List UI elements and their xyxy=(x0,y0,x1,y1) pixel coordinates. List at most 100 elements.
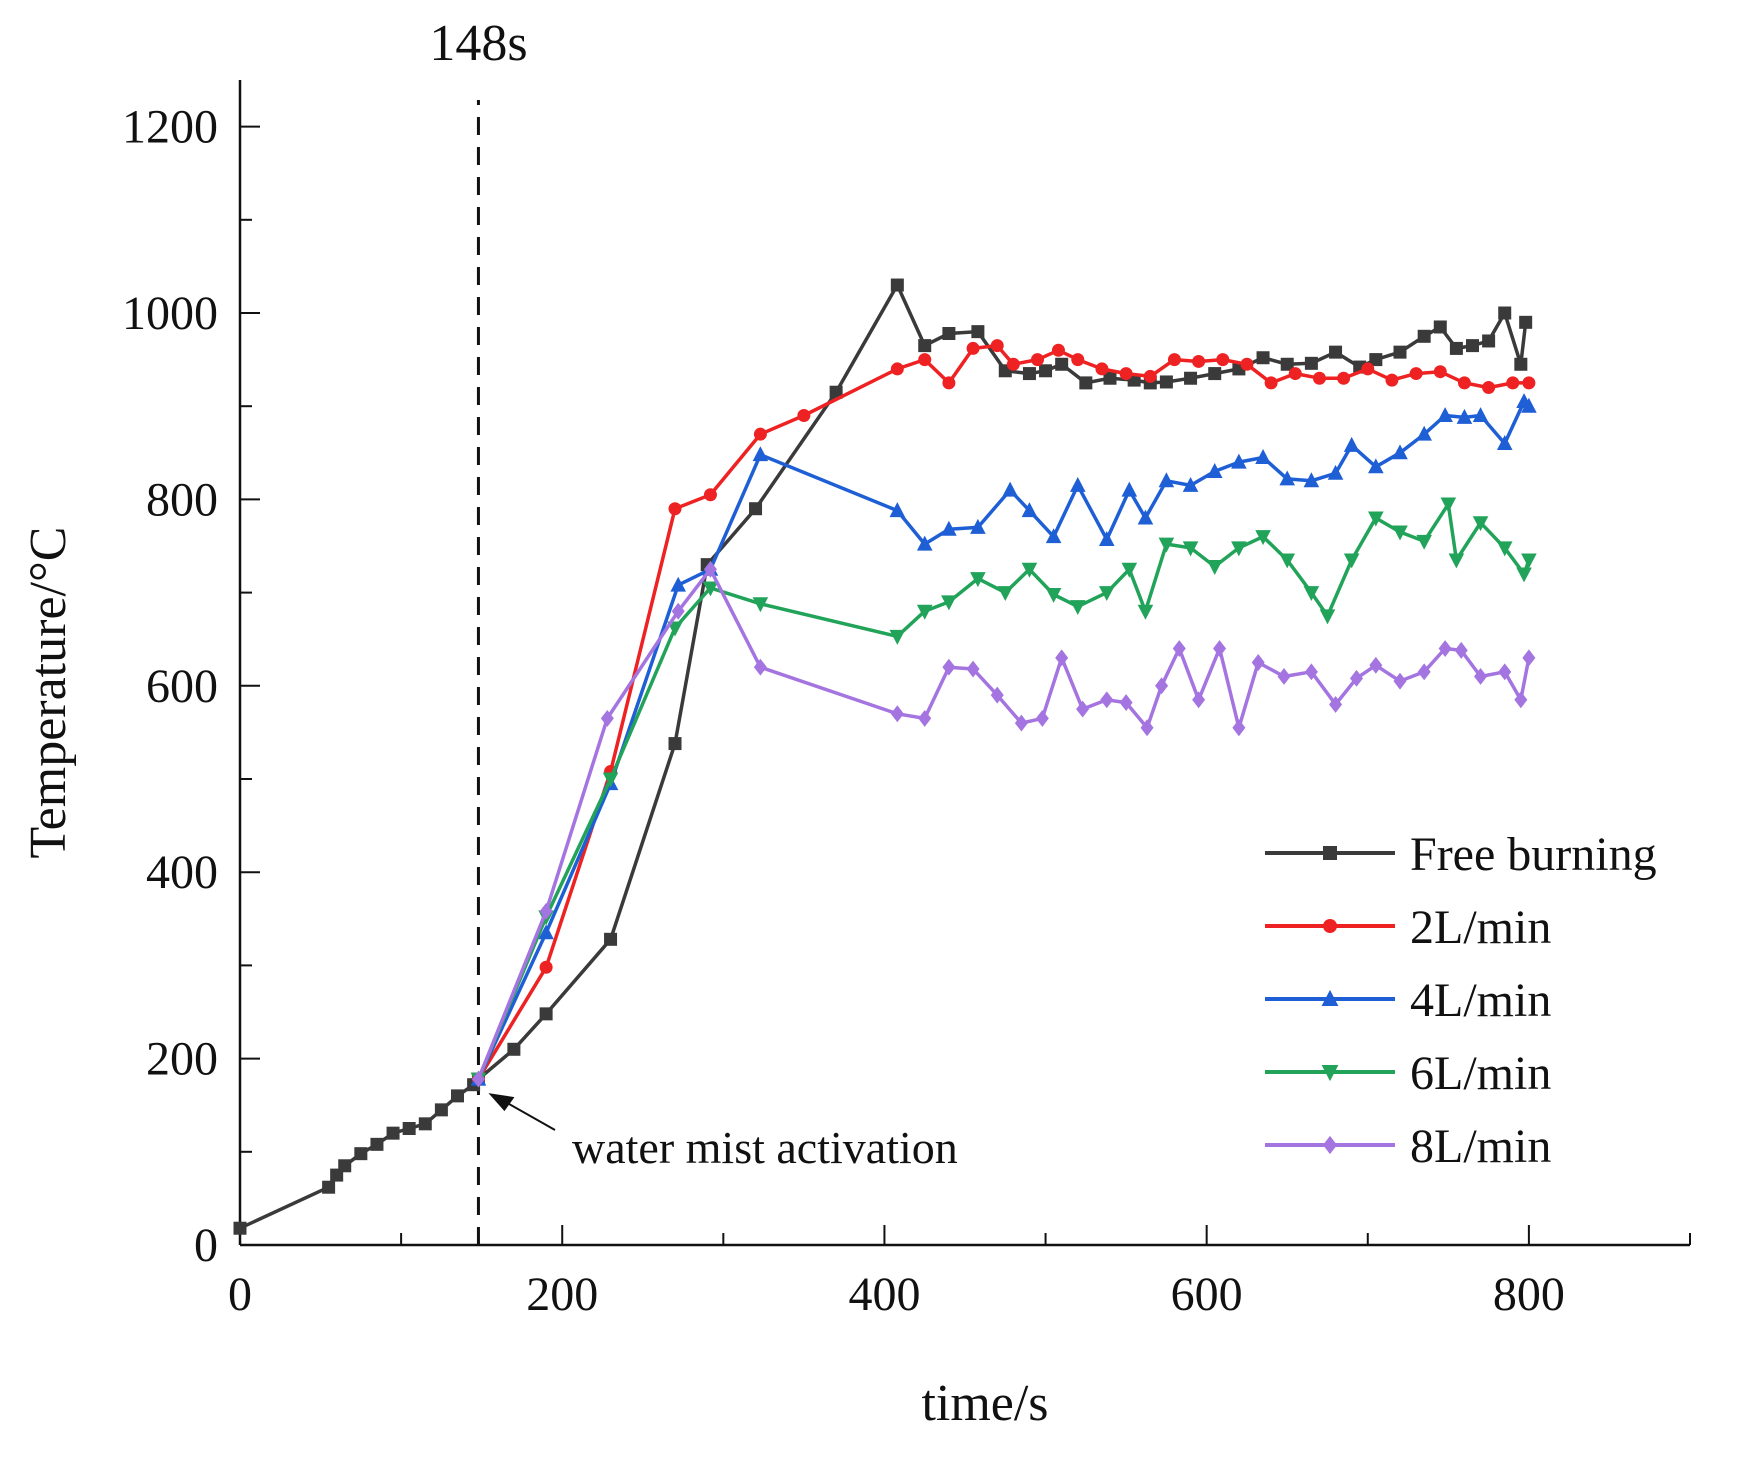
data-point xyxy=(1206,462,1223,478)
data-point xyxy=(1182,476,1199,492)
data-point xyxy=(749,502,763,516)
data-point xyxy=(1051,343,1065,357)
data-point xyxy=(889,629,906,645)
y-tick-label: 200 xyxy=(146,1033,218,1086)
activation-arrow-head xyxy=(488,1093,515,1112)
data-point xyxy=(1329,345,1343,359)
data-point xyxy=(1055,357,1069,371)
data-point xyxy=(1392,444,1408,460)
data-point xyxy=(1213,640,1227,657)
data-point xyxy=(1206,560,1223,575)
legend-swatch-marker xyxy=(1321,1065,1339,1082)
series-4l-min xyxy=(470,393,1537,1086)
data-point xyxy=(1159,375,1173,389)
data-point xyxy=(1343,553,1360,569)
data-point xyxy=(1409,367,1423,381)
data-point xyxy=(538,924,554,940)
data-point xyxy=(1522,649,1536,667)
legend-swatch-marker xyxy=(1323,919,1337,933)
x-tick-label: 600 xyxy=(1171,1268,1243,1321)
data-point xyxy=(602,772,619,788)
data-point xyxy=(753,658,767,676)
data-point xyxy=(434,1103,448,1117)
activation-marker: 148s water mist activation xyxy=(429,15,958,1245)
data-point xyxy=(1456,408,1473,424)
data-point xyxy=(370,1137,384,1151)
legend-label: 2L/min xyxy=(1410,901,1551,954)
data-point xyxy=(941,520,957,536)
data-point xyxy=(1021,502,1038,518)
data-point xyxy=(1448,553,1465,569)
data-point xyxy=(1506,376,1520,390)
data-point xyxy=(1519,315,1533,329)
data-point xyxy=(1255,449,1271,464)
data-point xyxy=(471,1070,485,1088)
data-point xyxy=(1417,329,1431,343)
data-point xyxy=(1140,719,1154,737)
data-point xyxy=(1327,464,1344,480)
data-point xyxy=(1521,397,1537,413)
data-point xyxy=(1256,351,1270,365)
series-layer xyxy=(233,278,1537,1235)
legend-label: 6L/min xyxy=(1410,1047,1551,1100)
data-point xyxy=(1119,694,1133,712)
data-point xyxy=(507,1042,521,1056)
data-point xyxy=(1496,435,1513,450)
data-point xyxy=(1329,695,1343,713)
data-point xyxy=(1098,586,1115,602)
data-point xyxy=(1369,656,1383,674)
data-point xyxy=(1100,691,1114,709)
data-point xyxy=(1216,353,1230,367)
data-point xyxy=(600,709,614,727)
x-tick-label: 200 xyxy=(526,1268,598,1321)
data-point xyxy=(1192,354,1206,368)
activation-annotation: water mist activation xyxy=(572,1122,958,1173)
data-point xyxy=(1457,376,1471,390)
legend-label: 4L/min xyxy=(1410,974,1551,1027)
data-point xyxy=(829,385,843,399)
data-point xyxy=(752,446,769,462)
data-point xyxy=(1021,562,1038,578)
data-point xyxy=(890,278,904,292)
data-point xyxy=(668,737,682,751)
legend-entry: 6L/min xyxy=(1265,1047,1551,1100)
data-point xyxy=(1521,553,1537,569)
data-point xyxy=(1255,530,1271,546)
data-point xyxy=(1277,668,1291,685)
x-axis-label: time/s xyxy=(921,1375,1048,1432)
data-point xyxy=(1393,345,1407,359)
data-point xyxy=(1433,320,1447,334)
activation-label: 148s xyxy=(429,15,527,72)
data-point xyxy=(1288,367,1302,381)
data-point xyxy=(1416,534,1432,550)
data-point xyxy=(1516,567,1532,583)
data-point xyxy=(1251,654,1265,671)
data-point xyxy=(1472,407,1489,423)
data-point xyxy=(918,709,932,727)
data-point xyxy=(539,1007,553,1021)
data-point xyxy=(916,604,933,620)
data-point xyxy=(1454,641,1468,659)
data-point xyxy=(970,572,986,588)
data-point xyxy=(941,595,957,611)
data-point xyxy=(703,488,717,502)
data-point xyxy=(1303,586,1320,602)
data-point xyxy=(1069,600,1086,616)
data-point xyxy=(1069,476,1086,492)
data-point xyxy=(539,960,553,974)
series-8l-min xyxy=(471,560,1536,1088)
data-point xyxy=(997,586,1014,602)
data-point xyxy=(1433,365,1447,379)
legend-entry: 4L/min xyxy=(1265,974,1551,1027)
data-point xyxy=(1466,339,1479,353)
series-line xyxy=(476,567,1531,1080)
data-point xyxy=(402,1122,416,1135)
data-point xyxy=(1279,470,1296,486)
data-point xyxy=(1208,367,1222,381)
data-point xyxy=(1449,341,1463,355)
y-tick-label: 600 xyxy=(146,660,218,713)
data-point xyxy=(1474,668,1488,685)
data-point xyxy=(702,581,719,597)
series-line xyxy=(476,399,1531,1080)
data-point xyxy=(942,327,956,341)
